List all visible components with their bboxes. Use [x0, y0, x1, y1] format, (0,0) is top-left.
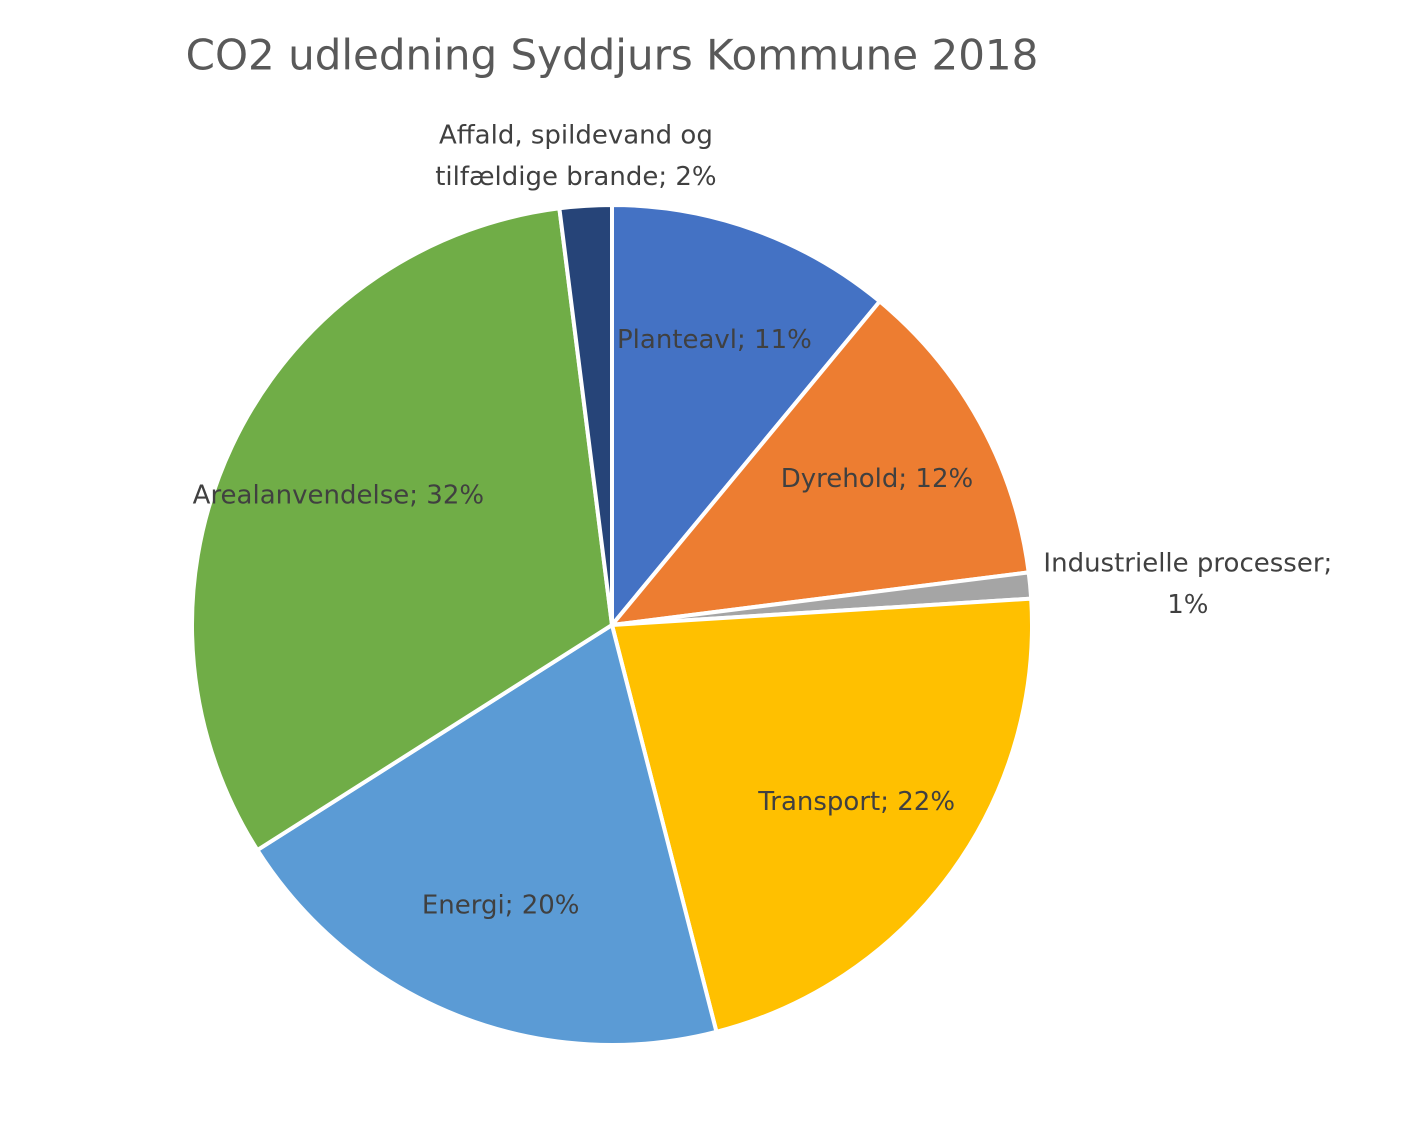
pie-slice — [607, 298, 1031, 628]
data-label: Arealanvendelse; 32% — [193, 481, 484, 511]
chart-title: CO2 udledning Syddjurs Kommune 2018 — [186, 31, 1039, 80]
data-label: Transport; 22% — [757, 787, 955, 817]
data-label: Dyrehold; 12% — [781, 464, 973, 494]
data-label: Energi; 20% — [422, 891, 580, 921]
pie-slice — [254, 621, 719, 1047]
pie-slice — [190, 206, 615, 853]
data-label: Industrielle processer; 1% — [1043, 548, 1332, 620]
data-label: Affald, spildevand og tilfældige brande; … — [435, 120, 716, 192]
pie-slice — [609, 596, 1034, 1035]
data-label: Planteavl; 11% — [617, 325, 812, 355]
pie-slice — [557, 202, 614, 626]
pie-slice — [610, 202, 883, 631]
